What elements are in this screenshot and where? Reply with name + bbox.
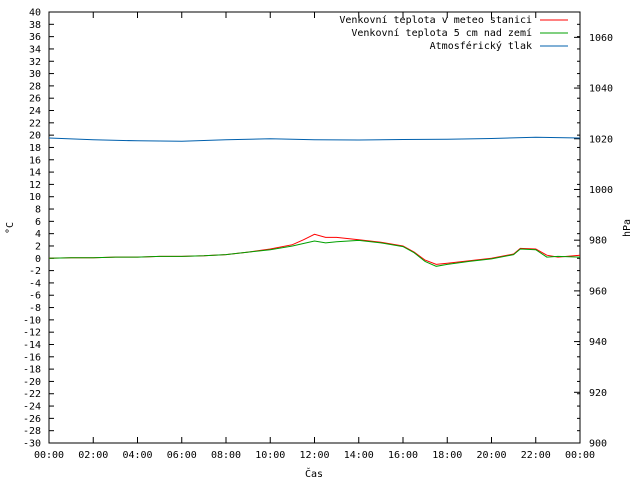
y-left-tick-label: -26 [23,414,41,425]
y-left-tick-label: 18 [29,143,41,154]
y-left-tick-label: 4 [35,229,41,240]
y-left-tick-label: 2 [35,241,41,252]
x-tick-label: 00:00 [565,450,595,461]
series-group [48,136,581,267]
y-left-tick-label: 38 [29,20,41,31]
y-left-tick-label: 26 [29,94,41,105]
series-line-2 [48,136,581,142]
y-left-tick-label: 16 [29,155,41,166]
x-tick-label: 04:00 [122,450,152,461]
y-left-tick-label: 34 [29,44,41,55]
y-left-tick-label: -28 [23,426,41,437]
legend: Venkovní teplota v meteo stanici Venkovn… [339,14,568,52]
ticks: -30-28-26-24-22-20-18-16-14-12-10-8-6-4-… [23,8,613,462]
x-tick-label: 16:00 [388,450,418,461]
x-tick-label: 22:00 [521,450,551,461]
y-left-tick-label: 8 [35,205,41,216]
y-right-tick-label: 960 [589,286,607,297]
y-left-tick-label: 36 [29,32,41,43]
legend-label-0: Venkovní teplota v meteo stanici [339,14,532,26]
legend-label-1: Venkovní teplota 5 cm nad zemí [351,27,532,39]
y-left-tick-label: -12 [23,328,41,339]
y-left-tick-label: 32 [29,57,41,68]
x-tick-label: 10:00 [255,450,285,461]
y-left-tick-label: -2 [29,266,41,277]
series-line-0 [48,233,581,265]
y-left-tick-label: -20 [23,377,41,388]
y-left-tick-label: -18 [23,365,41,376]
y-right-tick-label: 1000 [589,185,613,196]
y-right-tick-label: 900 [589,439,607,450]
y-left-tick-label: -8 [29,303,41,314]
y-right-tick-label: 1020 [589,134,613,145]
y-left-tick-label: -30 [23,439,41,450]
plot-frame [48,11,581,444]
y-right-tick-label: 1060 [589,33,613,44]
y-left-tick-label: 20 [29,131,41,142]
y-left-tick-label: -6 [29,291,41,302]
y-left-tick-label: -16 [23,352,41,363]
y-left-tick-label: -14 [23,340,41,351]
y-left-tick-label: 10 [29,192,41,203]
y-axis-right-title: hPa [622,219,633,237]
series-line-1 [48,239,581,267]
y-right-tick-label: 920 [589,388,607,399]
x-axis-title: Čas [305,467,323,480]
y-left-tick-label: -4 [29,278,41,289]
y-left-tick-label: 28 [29,81,41,92]
x-tick-label: 08:00 [211,450,241,461]
y-right-tick-label: 940 [589,337,607,348]
y-left-tick-label: 24 [29,106,41,117]
x-tick-label: 14:00 [344,450,374,461]
y-left-tick-label: 22 [29,118,41,129]
y-left-tick-label: -22 [23,389,41,400]
x-tick-label: 00:00 [34,450,64,461]
y-right-tick-label: 980 [589,236,607,247]
x-tick-label: 02:00 [78,450,108,461]
y-left-tick-label: -10 [23,315,41,326]
x-tick-label: 18:00 [432,450,462,461]
y-axis-left-title: °C [5,222,16,234]
y-right-tick-label: 1040 [589,84,613,95]
y-left-tick-label: 0 [35,254,41,265]
y-left-tick-label: 14 [29,168,41,179]
y-left-tick-label: 6 [35,217,41,228]
legend-label-2: Atmosférický tlak [430,40,532,52]
x-tick-label: 12:00 [299,450,329,461]
y-left-tick-label: 30 [29,69,41,80]
y-left-tick-label: 40 [29,8,41,19]
x-tick-label: 06:00 [167,450,197,461]
y-left-tick-label: -24 [23,402,41,413]
y-left-tick-label: 12 [29,180,41,191]
x-tick-label: 20:00 [476,450,506,461]
